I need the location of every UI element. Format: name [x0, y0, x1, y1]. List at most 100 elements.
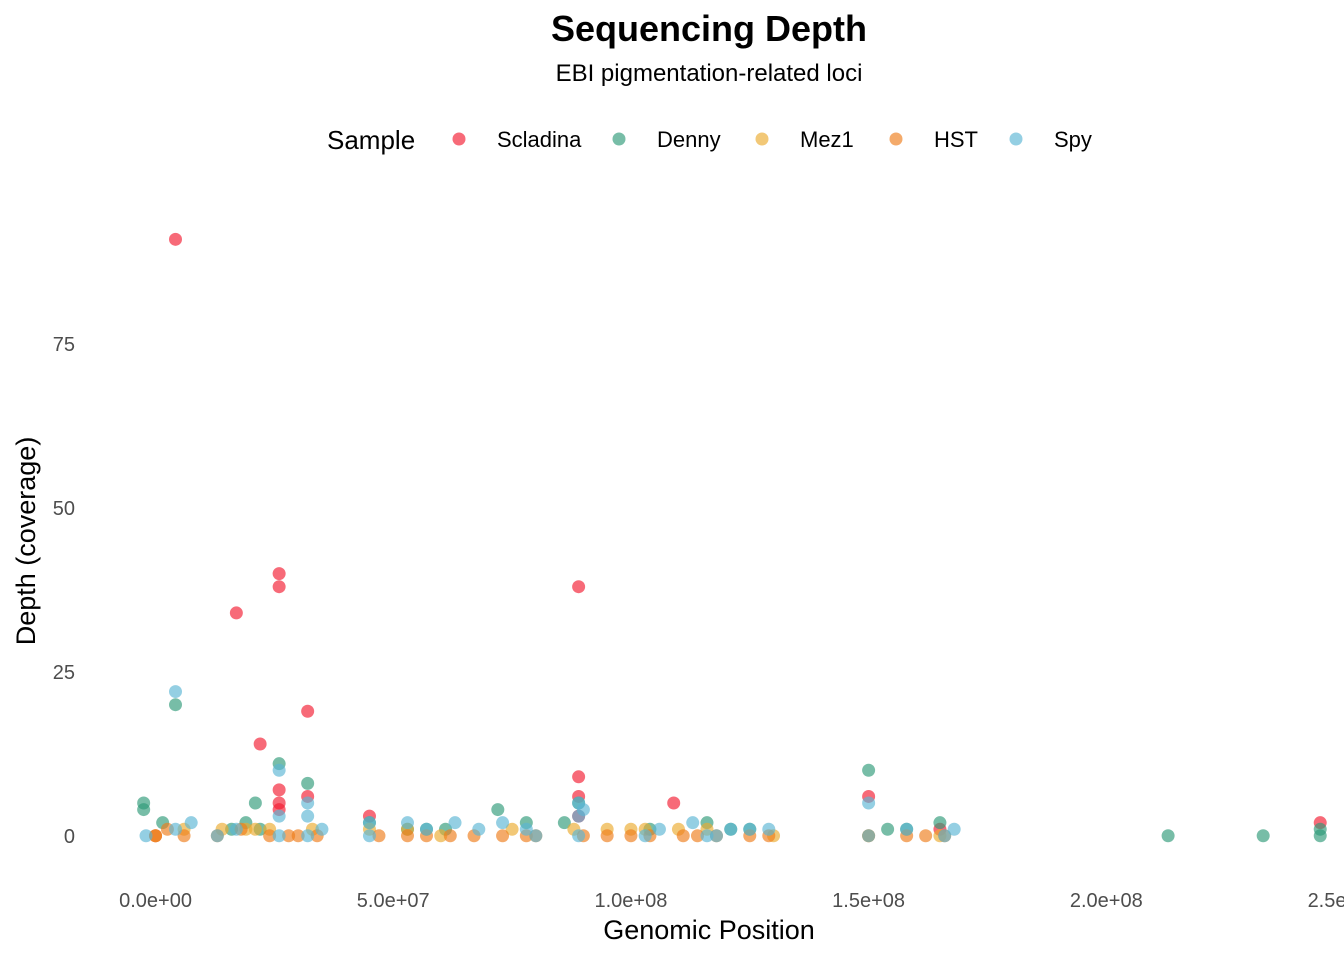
point-scladina	[229, 606, 243, 620]
point-spy	[139, 829, 153, 843]
point-denny	[881, 822, 895, 836]
legend-key-spy	[1009, 132, 1023, 146]
point-scladina	[667, 796, 681, 810]
point-hst	[496, 829, 510, 843]
legend-label-denny: Denny	[657, 127, 721, 152]
point-denny	[248, 796, 262, 810]
point-denny	[933, 816, 947, 830]
point-spy	[272, 763, 286, 777]
x-tick-label: 2.5e+08	[1308, 890, 1344, 912]
point-hst	[372, 829, 386, 843]
point-spy	[762, 822, 776, 836]
point-spy	[362, 816, 376, 830]
legend-key-mez1	[755, 132, 769, 146]
point-spy	[862, 829, 876, 843]
plot-points	[137, 232, 1327, 843]
point-spy	[301, 796, 315, 810]
point-spy	[652, 822, 666, 836]
point-mez1	[505, 822, 519, 836]
point-hst	[291, 829, 305, 843]
point-spy	[496, 816, 510, 830]
point-spy	[315, 822, 329, 836]
point-mez1	[434, 829, 448, 843]
x-tick-label: 1.0e+08	[594, 890, 667, 912]
point-spy	[519, 822, 533, 836]
y-axis-title: Depth (coverage)	[11, 437, 41, 646]
point-scladina	[572, 580, 586, 594]
point-hst	[400, 829, 414, 843]
y-tick-label: 75	[53, 334, 75, 356]
x-tick-label: 0.0e+00	[119, 890, 192, 912]
point-spy	[743, 822, 757, 836]
point-spy	[400, 816, 414, 830]
point-spy	[709, 829, 723, 843]
point-scladina	[572, 770, 586, 784]
point-spy	[169, 685, 183, 699]
point-scladina	[169, 232, 183, 246]
point-spy	[272, 809, 286, 823]
point-scladina	[253, 737, 267, 751]
point-scladina	[272, 580, 286, 594]
legend-label-spy: Spy	[1054, 127, 1092, 152]
point-spy	[900, 822, 914, 836]
y-tick-label: 0	[64, 826, 75, 848]
point-spy	[576, 803, 590, 817]
point-scladina	[301, 704, 315, 718]
series-denny	[137, 698, 1327, 843]
point-spy	[169, 822, 183, 836]
point-spy	[301, 809, 315, 823]
point-hst	[600, 829, 614, 843]
point-denny	[137, 803, 151, 817]
point-hst	[690, 829, 704, 843]
point-hst	[443, 829, 457, 843]
series-spy	[139, 685, 961, 843]
chart-subtitle: EBI pigmentation-related loci	[556, 60, 863, 87]
point-spy	[686, 816, 700, 830]
x-tick-label: 1.5e+08	[832, 890, 905, 912]
point-spy	[229, 822, 243, 836]
point-spy	[862, 796, 876, 810]
point-spy	[700, 829, 714, 843]
series-scladina	[149, 232, 1327, 843]
legend-label-mez1: Mez1	[800, 127, 854, 152]
point-denny	[1256, 829, 1270, 843]
y-axis-ticks: 0 25 50 75	[53, 334, 75, 848]
legend: Sample Scladina Denny Mez1 HST Spy	[327, 125, 1092, 155]
point-spy	[184, 816, 198, 830]
legend-key-scladina	[452, 132, 466, 146]
point-spy	[448, 816, 462, 830]
point-spy	[938, 829, 952, 843]
point-hst	[282, 829, 296, 843]
chart-title: Sequencing Depth	[551, 8, 867, 49]
point-spy	[420, 822, 434, 836]
legend-title: Sample	[327, 125, 415, 155]
legend-key-denny	[612, 132, 626, 146]
point-hst	[676, 829, 690, 843]
point-denny	[557, 816, 571, 830]
point-hst	[624, 829, 638, 843]
point-hst	[263, 829, 277, 843]
x-axis-title: Genomic Position	[603, 915, 815, 945]
point-denny	[862, 763, 876, 777]
point-spy	[301, 829, 315, 843]
legend-label-hst: HST	[934, 127, 978, 152]
point-spy	[638, 829, 652, 843]
point-hst	[919, 829, 933, 843]
point-spy	[272, 829, 286, 843]
point-scladina	[272, 567, 286, 581]
point-hst	[149, 829, 163, 843]
point-denny	[1161, 829, 1175, 843]
point-spy	[472, 822, 486, 836]
point-denny	[169, 698, 183, 712]
legend-key-hst	[889, 132, 903, 146]
point-spy	[572, 829, 586, 843]
point-denny	[1313, 829, 1327, 843]
x-tick-label: 5.0e+07	[357, 890, 430, 912]
point-scladina	[272, 783, 286, 797]
point-spy	[529, 829, 543, 843]
y-tick-label: 50	[53, 498, 75, 520]
point-spy	[210, 829, 224, 843]
point-spy	[362, 829, 376, 843]
point-denny	[491, 803, 505, 817]
